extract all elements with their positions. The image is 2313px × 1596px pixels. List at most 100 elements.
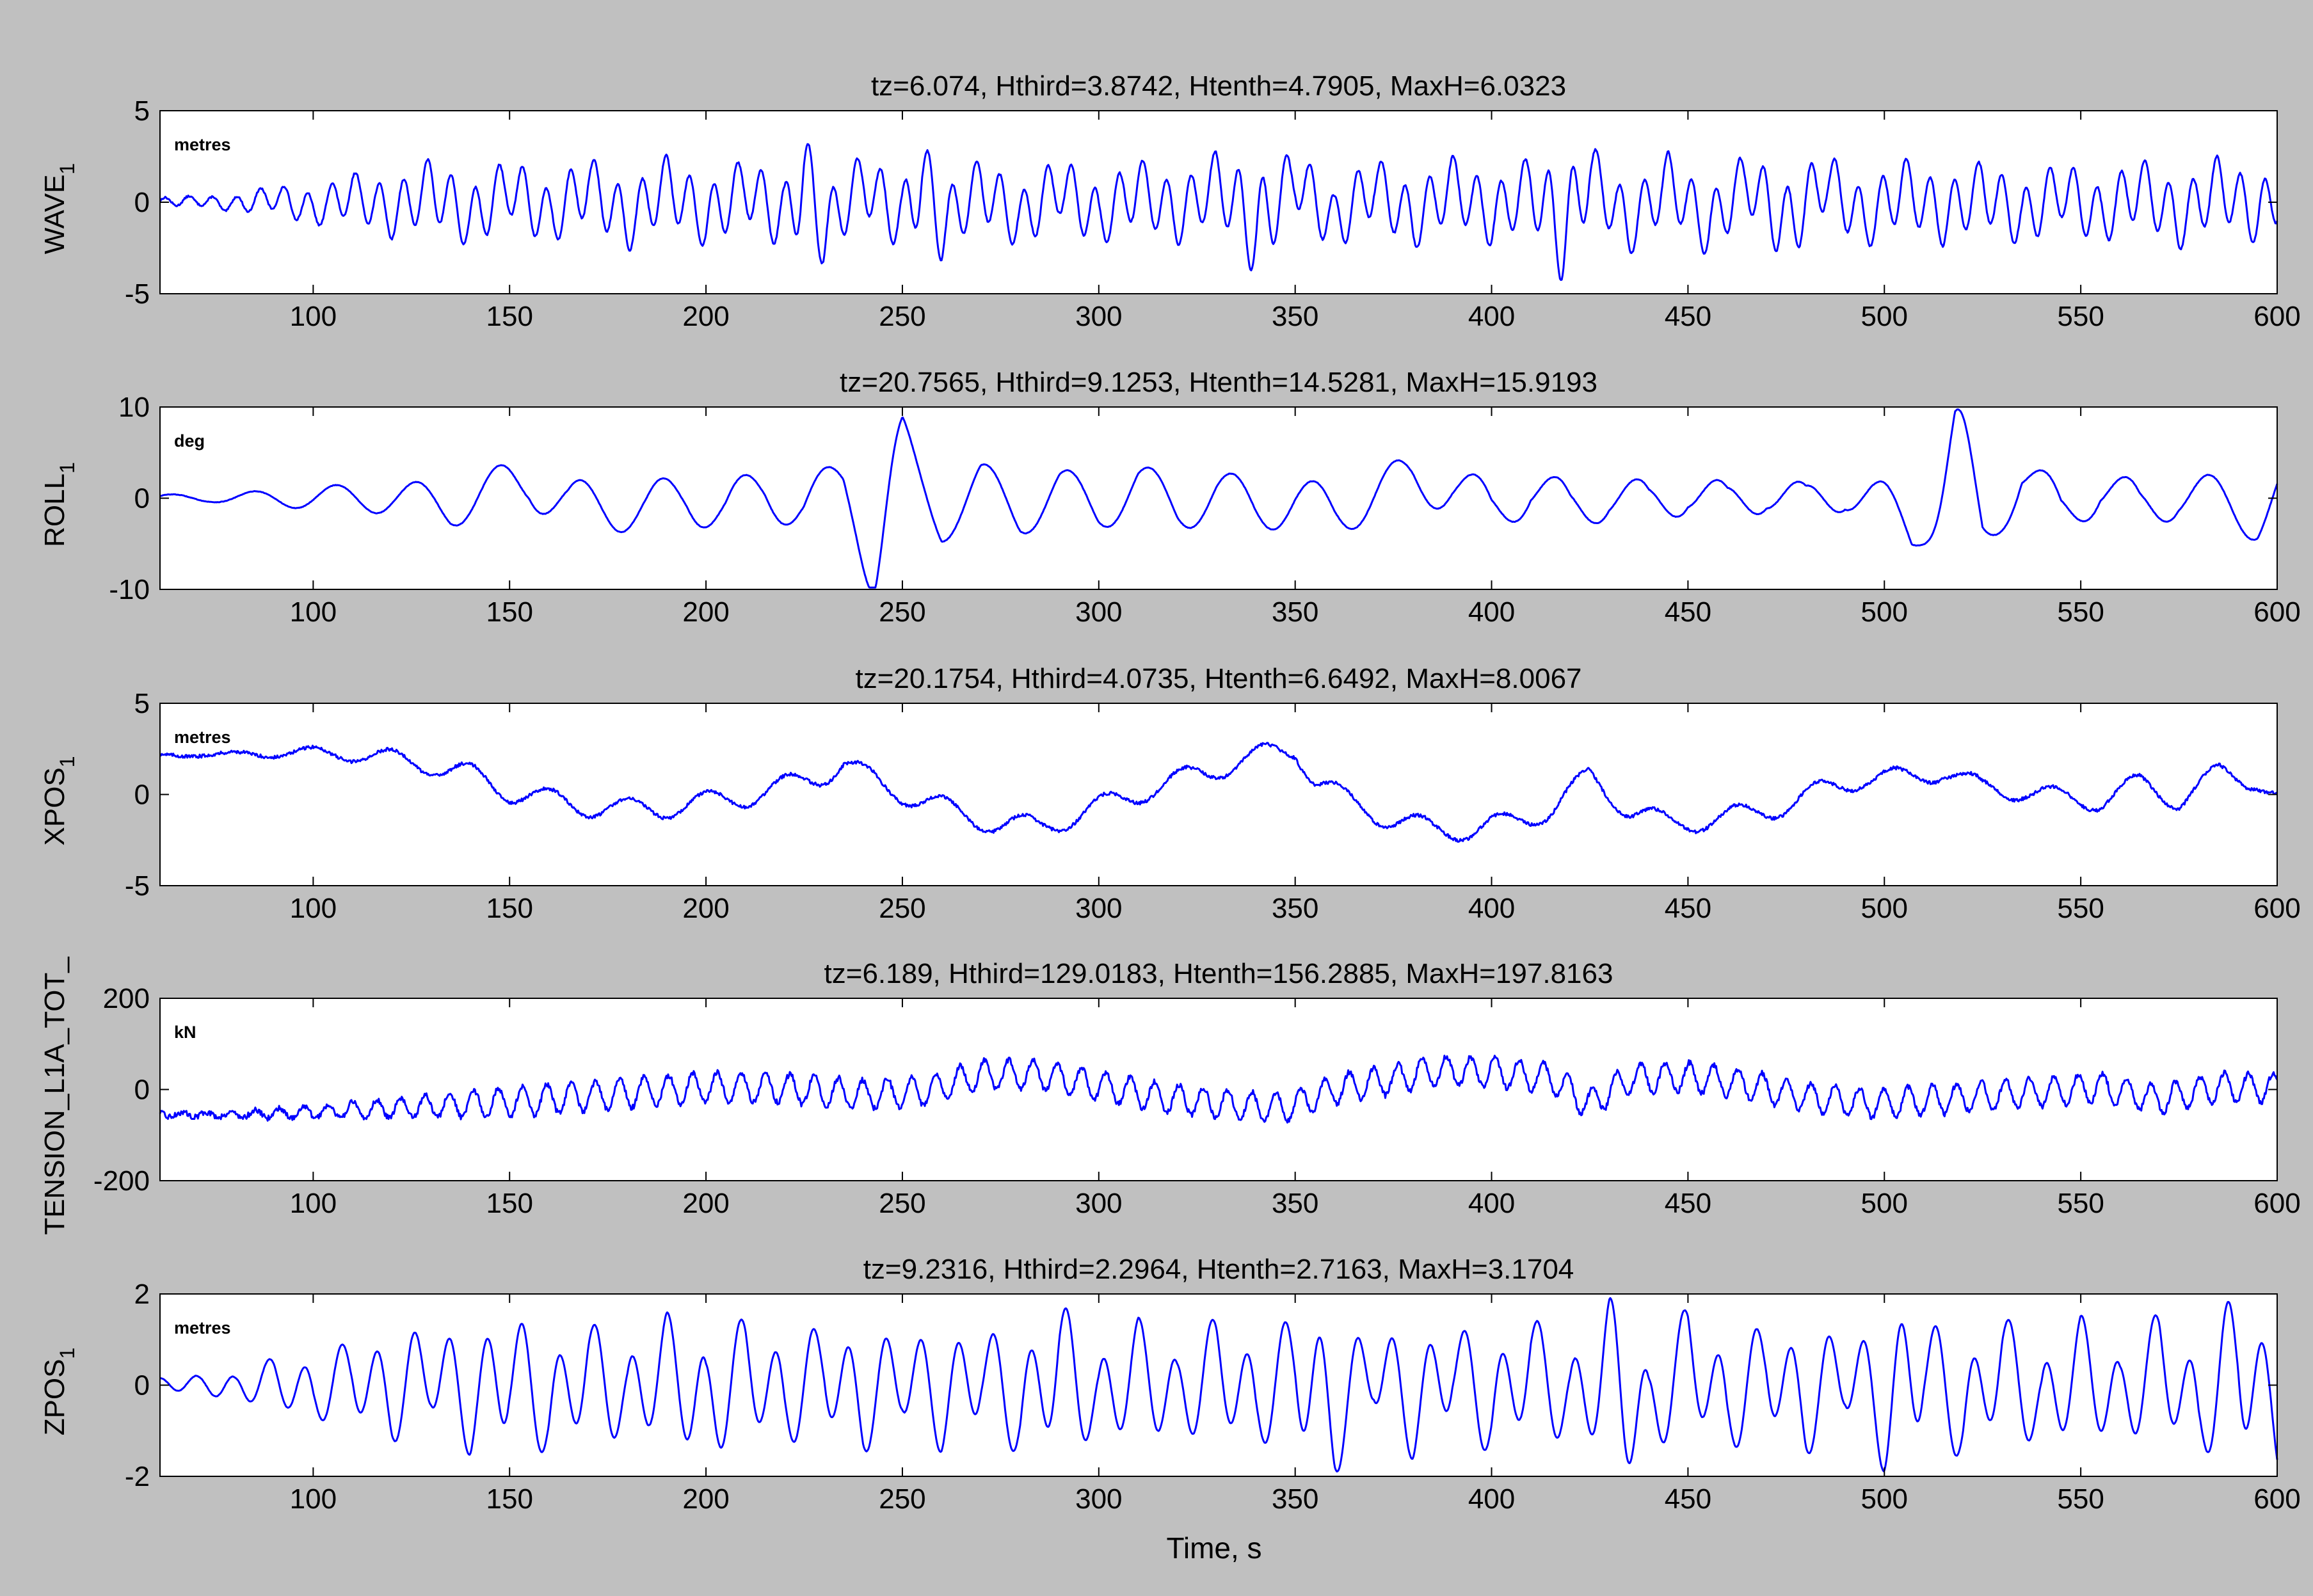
y-tick-label: 0 — [134, 1074, 150, 1106]
x-tick-label: 100 — [290, 1483, 337, 1515]
x-tick-label: 350 — [1272, 893, 1318, 924]
x-tick-label: 150 — [486, 1188, 533, 1219]
x-tick-label: 450 — [1665, 1483, 1711, 1515]
series-line — [159, 1055, 2278, 1124]
x-tick-label: 250 — [879, 596, 925, 628]
subplot-title: tz=9.2316, Hthird=2.2964, Htenth=2.7163,… — [863, 1254, 1574, 1285]
x-tick-label: 400 — [1468, 1483, 1515, 1515]
y-tick-label: -2 — [125, 1461, 150, 1492]
y-axis-label-subscript: 1 — [56, 756, 79, 767]
x-tick-label: 550 — [2057, 893, 2104, 924]
x-tick-label: 600 — [2253, 596, 2300, 628]
x-tick-label: 100 — [290, 301, 337, 332]
y-tick-label: 0 — [134, 1370, 150, 1401]
y-tick-label: 2 — [134, 1279, 150, 1310]
y-axis-label-name: TENSION_L1A_TOT_ — [39, 957, 70, 1235]
y-axis-label-subscript: 1 — [56, 462, 79, 474]
x-tick-label: 250 — [879, 893, 925, 924]
x-tick-label: 500 — [1861, 301, 1908, 332]
x-tick-label: 300 — [1075, 1483, 1122, 1515]
subplot-title: tz=20.7565, Hthird=9.1253, Htenth=14.528… — [840, 367, 1597, 398]
y-axis-label-name: ROLL — [39, 474, 70, 547]
x-tick-label: 250 — [879, 301, 925, 332]
axes-area — [160, 407, 2277, 589]
x-tick-label: 550 — [2057, 1188, 2104, 1219]
unit-label: metres — [174, 1318, 231, 1337]
x-tick-label: 250 — [879, 1188, 925, 1219]
y-tick-label: 200 — [103, 983, 150, 1014]
x-tick-label: 300 — [1075, 596, 1122, 628]
series-line — [159, 1297, 2278, 1472]
x-tick-label: 300 — [1075, 1188, 1122, 1219]
unit-label: metres — [174, 135, 231, 154]
subplot-stack: 100 150 200 250 300 350 400 450 500 550 600-505tz=… — [39, 70, 2301, 1515]
x-tick-label: 350 — [1272, 1188, 1318, 1219]
x-tick-label: 100 — [290, 1188, 337, 1219]
x-tick-label: 300 — [1075, 893, 1122, 924]
x-tick-label: 600 — [2253, 893, 2300, 924]
x-tick-label: 450 — [1665, 893, 1711, 924]
unit-label: kN — [174, 1023, 196, 1042]
subplot-3: 100 150 200 250 300 350 400 450 500 550 600 -5 0 5 tz=… — [39, 663, 2301, 924]
x-tick-label: 150 — [486, 893, 533, 924]
y-tick-label: -200 — [93, 1165, 150, 1197]
x-tick-label: 450 — [1665, 1188, 1711, 1219]
x-tick-label: 200 — [682, 596, 729, 628]
x-tick-label: 350 — [1272, 301, 1318, 332]
x-tick-label: 150 — [486, 1483, 533, 1515]
x-tick-label: 200 — [682, 1483, 729, 1515]
x-tick-label: 400 — [1468, 893, 1515, 924]
x-tick-label: 500 — [1861, 1483, 1908, 1515]
subplot-title: tz=20.1754, Hthird=4.0735, Htenth=6.6492… — [855, 663, 1581, 694]
x-tick-label: 500 — [1861, 596, 1908, 628]
axes-area — [160, 703, 2277, 886]
y-tick-label: 5 — [134, 688, 150, 719]
x-tick-label: 350 — [1272, 1483, 1318, 1515]
y-axis-label: ROLL1 — [39, 462, 79, 547]
y-axis-label-subscript: 1 — [56, 1348, 79, 1359]
subplot-title: tz=6.074, Hthird=3.8742, Htenth=4.7905, … — [871, 70, 1566, 102]
y-tick-label: 10 — [118, 392, 150, 423]
series-line — [159, 408, 2278, 589]
x-tick-label: 550 — [2057, 596, 2104, 628]
x-tick-label: 300 — [1075, 301, 1122, 332]
unit-label: metres — [174, 728, 231, 747]
subplot-4: 100 150 200 250 300 350 400 450 500 550 600 -200 0 20… — [39, 957, 2301, 1235]
subplot-5: 100 150 200 250 300 350 400 450 500 550 600 -2 0 2 tz=… — [39, 1254, 2301, 1515]
y-axis-label-subscript: 1 — [56, 163, 79, 175]
y-axis-label: ZPOS1 — [39, 1348, 79, 1436]
x-tick-label: 600 — [2253, 301, 2300, 332]
y-axis-label-name: WAVE — [39, 175, 70, 255]
x-tick-label: 250 — [879, 1483, 925, 1515]
y-axis-label-name: XPOS — [39, 767, 70, 845]
x-tick-label: 550 — [2057, 1483, 2104, 1515]
y-axis-label: XPOS1 — [39, 756, 79, 845]
y-tick-label: 5 — [134, 95, 150, 127]
y-tick-label: 0 — [134, 187, 150, 218]
x-tick-label: 350 — [1272, 596, 1318, 628]
x-tick-label: 450 — [1665, 596, 1711, 628]
y-tick-label: 0 — [134, 779, 150, 811]
x-tick-label: 600 — [2253, 1188, 2300, 1219]
y-axis-label-name: ZPOS — [39, 1359, 70, 1436]
x-tick-label: 200 — [682, 1188, 729, 1219]
axes-area — [160, 998, 2277, 1181]
x-tick-label: 600 — [2253, 1483, 2300, 1515]
x-axis-label: Time, s — [1166, 1531, 1261, 1565]
x-tick-label: 400 — [1468, 1188, 1515, 1219]
x-tick-label: 450 — [1665, 301, 1711, 332]
x-tick-label: 400 — [1468, 596, 1515, 628]
y-axis-label: TENSION_L1A_TOT_ — [39, 957, 70, 1235]
y-axis-label: WAVE1 — [39, 163, 79, 254]
y-tick-label: 0 — [134, 483, 150, 515]
y-tick-label: -5 — [125, 278, 150, 310]
x-tick-label: 550 — [2057, 301, 2104, 332]
series-line — [159, 742, 2278, 843]
unit-label: deg — [174, 431, 205, 451]
subplot-1: 100 150 200 250 300 350 400 450 500 550 600 -5 0 5 tz=… — [39, 70, 2301, 332]
y-tick-label: -5 — [125, 870, 150, 902]
subplot-title: tz=6.189, Hthird=129.0183, Htenth=156.28… — [824, 958, 1613, 989]
series-line — [159, 143, 2278, 281]
x-tick-label: 500 — [1861, 1188, 1908, 1219]
